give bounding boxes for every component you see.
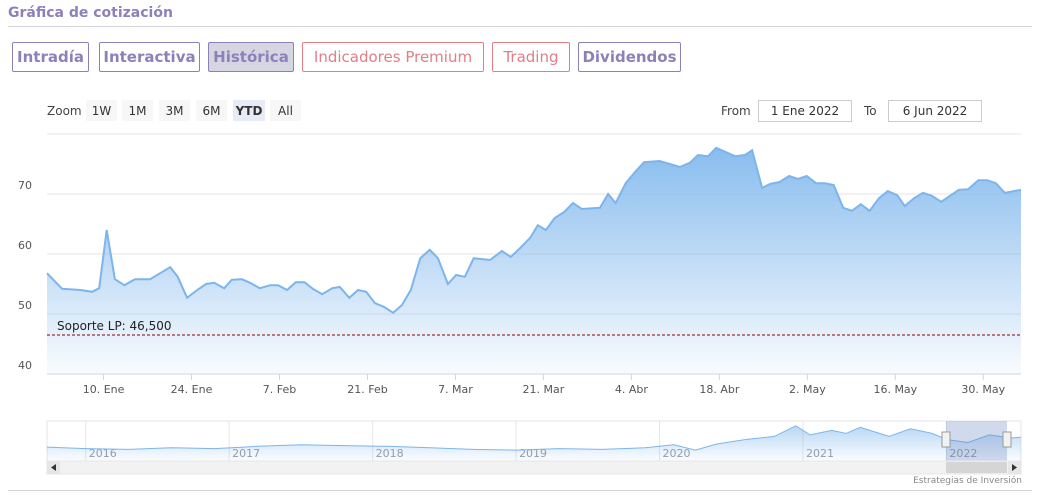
arrow-left: [51, 464, 56, 471]
y-tick-label: 70: [18, 179, 32, 192]
navigator-handle[interactable]: [1002, 431, 1012, 448]
divider: [8, 26, 1032, 27]
title: Gráfica de cotización: [8, 5, 173, 21]
tab[interactable]: Intradía: [12, 42, 89, 72]
y-tick-label: 40: [18, 359, 32, 372]
scrollbar[interactable]: [46, 460, 1022, 475]
arrow-right: [1012, 464, 1017, 471]
navigator-selection[interactable]: [946, 421, 1007, 461]
x-tick-label: 21. Mar: [523, 383, 565, 396]
tab[interactable]: Indicadores Premium: [302, 42, 484, 72]
tab[interactable]: Interactiva: [99, 42, 200, 72]
x-tick-label: 4. Abr: [615, 383, 648, 396]
divider: [8, 490, 1032, 491]
zoom-button[interactable]: All: [270, 100, 301, 121]
tab[interactable]: Histórica: [208, 42, 294, 72]
annotation-label: Soporte LP: 46,500: [57, 319, 172, 333]
x-tick-label: 30. May: [961, 383, 1005, 396]
credit: Estrategias de Inversión: [913, 476, 1022, 486]
x-tick-label: 2. May: [789, 383, 826, 396]
tab[interactable]: Dividendos: [578, 42, 681, 72]
to-input[interactable]: 6 Jun 2022: [888, 100, 982, 122]
y-tick-label: 60: [18, 239, 32, 252]
x-tick-label: 7. Feb: [263, 383, 296, 396]
zoom-button[interactable]: 6M: [196, 100, 227, 121]
from-input[interactable]: 1 Ene 2022: [758, 100, 852, 122]
to-label: To: [864, 104, 877, 118]
navigator-handle[interactable]: [941, 431, 951, 448]
zoom-button[interactable]: 3M: [159, 100, 190, 121]
navigator-line: [46, 425, 1022, 451]
scrollbar-thumb[interactable]: [946, 462, 1007, 473]
zoom-button[interactable]: YTD: [233, 100, 265, 121]
x-tick-label: 10. Ene: [83, 383, 125, 396]
area-line: [46, 146, 1022, 315]
zoom-label: Zoom: [47, 104, 82, 118]
area-fill: [47, 147, 1021, 374]
zoom-button[interactable]: 1M: [122, 100, 153, 121]
from-label: From: [721, 104, 751, 118]
tab[interactable]: Trading: [492, 42, 570, 72]
zoom-button[interactable]: 1W: [86, 100, 117, 121]
navigator-area: [47, 425, 1021, 461]
x-tick-label: 24. Ene: [171, 383, 213, 396]
x-tick-label: 16. May: [873, 383, 917, 396]
x-tick-label: 7. Mar: [438, 383, 473, 396]
y-tick-label: 50: [18, 299, 32, 312]
x-tick-label: 21. Feb: [347, 383, 387, 396]
x-tick-label: 18. Abr: [699, 383, 739, 396]
